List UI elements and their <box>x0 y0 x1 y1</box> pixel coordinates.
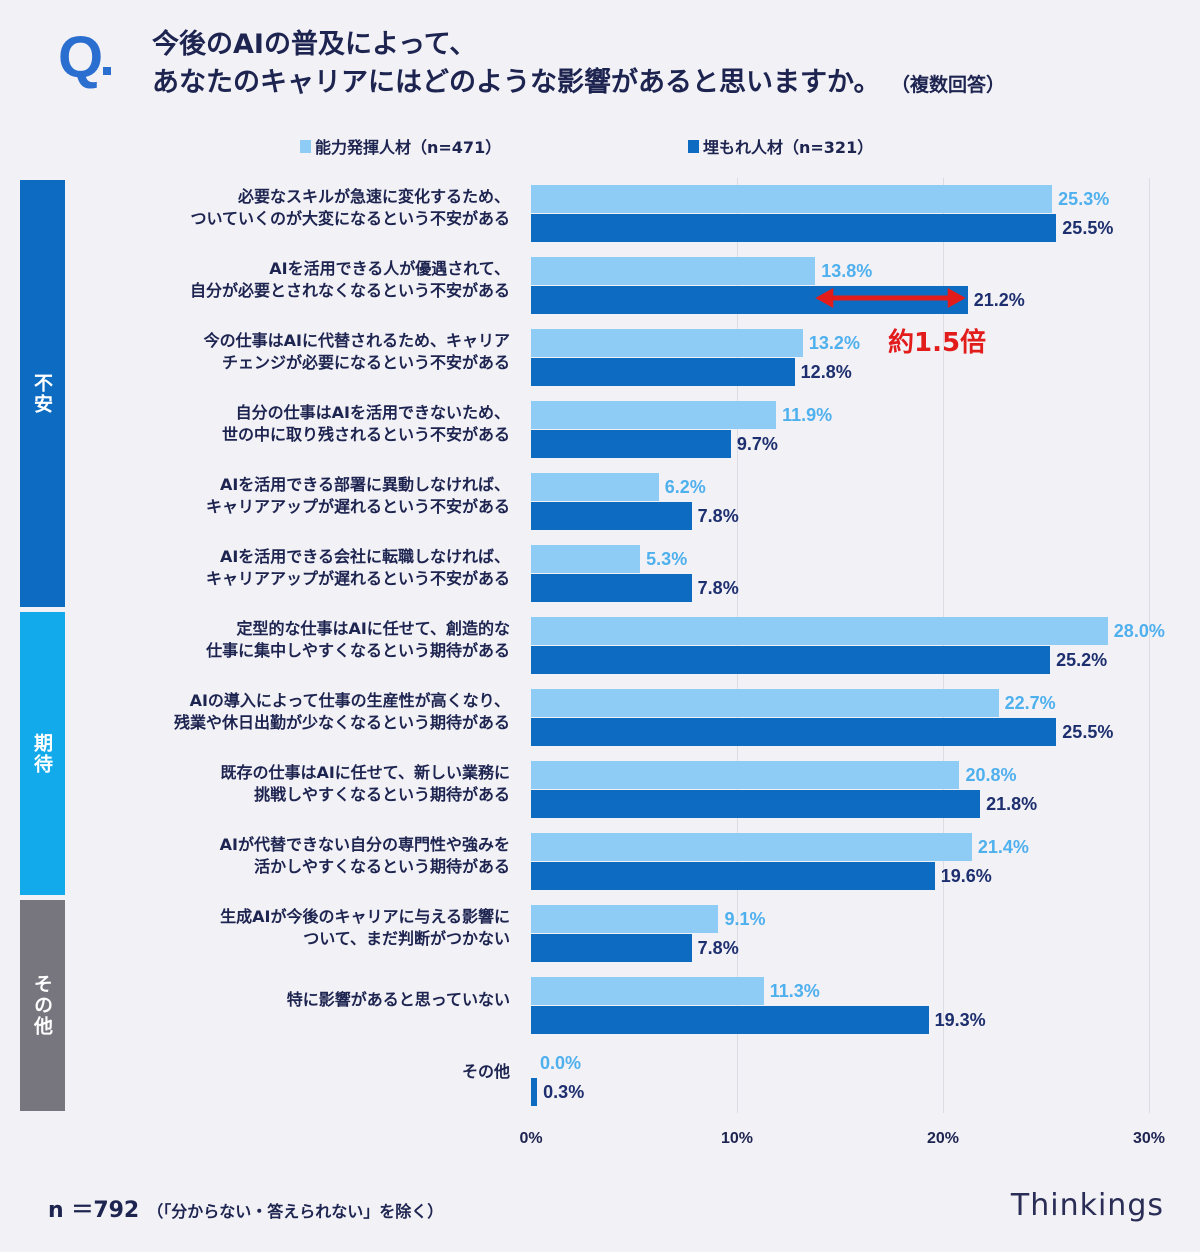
bar-dark <box>531 1078 538 1106</box>
value-label-dark: 19.3% <box>934 1010 986 1030</box>
value-label-dark: 21.2% <box>973 290 1025 310</box>
value-label-light: 25.3% <box>1058 189 1110 209</box>
value-label-light: 21.4% <box>977 837 1029 857</box>
group-label: 不安 <box>20 180 65 607</box>
bar-light <box>531 473 659 501</box>
chart-title: 今後のAIの普及によって、 あなたのキャリアにはどのような影響があると思いますか… <box>152 26 1005 104</box>
bar-dark <box>531 286 968 314</box>
group-label: その他 <box>20 900 65 1111</box>
value-label-light: 20.8% <box>965 765 1017 785</box>
value-label-light: 11.9% <box>782 405 833 425</box>
gridline <box>943 178 944 1113</box>
bar-light <box>531 329 803 357</box>
gridline <box>1149 178 1150 1113</box>
group-label: 期待 <box>20 612 65 895</box>
category-label: AIを活用できる会社に転職しなければ、 キャリアアップが遅れるという不安がある <box>205 547 510 588</box>
legend-label-light: 能力発揮人材（n=471） <box>315 138 502 157</box>
value-label-dark: 7.8% <box>697 938 739 958</box>
bar-light <box>531 689 999 717</box>
category-label: 特に影響があると思っていない <box>286 990 510 1009</box>
legend-swatch-dark <box>688 139 699 153</box>
bar-dark <box>531 934 692 962</box>
x-tick-label: 30% <box>1132 1130 1166 1147</box>
legend-item-light: 能力発揮人材（n=471） <box>300 134 501 158</box>
bar-dark <box>531 502 692 530</box>
category-label: 自分の仕事はAIを活用できないため、 世の中に取り残されるという不安がある <box>221 403 510 444</box>
value-label-light: 9.1% <box>724 909 766 929</box>
legend-label-dark: 埋もれ人材（n=321） <box>703 138 874 157</box>
category-label: 生成AIが今後のキャリアに与える影響に ついて、まだ判断がつかない <box>220 907 510 948</box>
category-label: その他 <box>461 1062 510 1081</box>
bar-light <box>531 761 960 789</box>
q-mark: Q <box>58 25 104 90</box>
value-label-dark: 7.8% <box>697 578 739 598</box>
value-label-dark: 12.8% <box>800 362 852 382</box>
value-label-dark: 9.7% <box>736 434 778 454</box>
bar-dark <box>531 1006 929 1034</box>
title-line2: あなたのキャリアにはどのような影響があると思いますか。 <box>152 67 881 98</box>
bar-dark <box>531 646 1051 674</box>
value-label-dark: 7.8% <box>697 506 739 526</box>
category-label: 既存の仕事はAIに任せて、新しい業務に 挑戦しやすくなるという期待がある <box>220 763 510 804</box>
value-label-light: 13.2% <box>808 333 860 353</box>
bar-light <box>531 401 777 429</box>
n-note: （「分からない・答えられない」を除く） <box>147 1202 444 1221</box>
title-note: （複数回答） <box>900 74 1005 96</box>
value-label-dark: 25.5% <box>1062 722 1114 742</box>
bar-dark <box>531 718 1057 746</box>
bar-light <box>531 833 972 861</box>
x-tick-label: 20% <box>926 1130 960 1147</box>
value-label-light: 28.0% <box>1113 621 1165 641</box>
sample-size: n ＝792 （「分からない・答えられない」を除く） <box>48 1192 443 1224</box>
value-label-light: 6.2% <box>664 477 706 497</box>
bar-dark <box>531 574 692 602</box>
brand-logo: Thinkings <box>1010 1188 1164 1223</box>
value-label-light: 5.3% <box>646 549 688 569</box>
annotation-label: 約1.5倍 <box>888 328 987 358</box>
value-label-light: 13.8% <box>821 261 873 281</box>
bar-dark <box>531 430 731 458</box>
value-label-dark: 21.8% <box>986 794 1038 814</box>
value-label-dark: 25.5% <box>1062 218 1114 238</box>
category-label: AIが代替できない自分の専門性や強みを 活かしやすくなるという期待がある <box>219 835 510 876</box>
category-label: AIを活用できる人が優遇されて、 自分が必要とされなくなるという不安がある <box>189 259 510 300</box>
title-line1: 今後のAIの普及によって、 <box>152 29 477 60</box>
bar-light <box>531 545 641 573</box>
x-tick-label: 10% <box>720 1130 754 1147</box>
bar-dark <box>531 214 1057 242</box>
bar-light <box>531 257 816 285</box>
value-label-dark: 19.6% <box>940 866 992 886</box>
category-label: 今の仕事はAIに代替されるため、キャリア チェンジが必要になるという不安がある <box>203 331 510 372</box>
bar-light <box>531 977 764 1005</box>
bar-light <box>531 185 1053 213</box>
legend-swatch-light <box>300 139 311 153</box>
category-label: AIの導入によって仕事の生産性が高くなり、 残業や休日出勤が少なくなるという期待… <box>173 691 510 732</box>
bar-light <box>531 617 1108 645</box>
q-dot <box>103 67 111 75</box>
value-label-light: 0.0% <box>540 1053 582 1073</box>
value-label-dark: 0.3% <box>543 1082 585 1102</box>
bar-dark <box>531 790 981 818</box>
legend-item-dark: 埋もれ人材（n=321） <box>688 134 873 158</box>
value-label-light: 22.7% <box>1004 693 1056 713</box>
value-label-dark: 25.2% <box>1056 650 1108 670</box>
n-value: n ＝792 <box>48 1198 140 1223</box>
category-label: AIを活用できる部署に異動しなければ、 キャリアアップが遅れるという不安がある <box>205 475 510 516</box>
bar-dark <box>531 862 935 890</box>
gridline <box>737 178 738 1113</box>
value-label-light: 11.3% <box>769 981 820 1001</box>
category-label: 定型的な仕事はAIに任せて、創造的な 仕事に集中しやすくなるという期待がある <box>206 619 510 660</box>
bar-dark <box>531 358 795 386</box>
bar-light <box>531 905 719 933</box>
x-tick-label: 0% <box>519 1130 543 1147</box>
category-label: 必要なスキルが急速に変化するため、 ついていくのが大変になるという不安がある <box>190 187 510 228</box>
